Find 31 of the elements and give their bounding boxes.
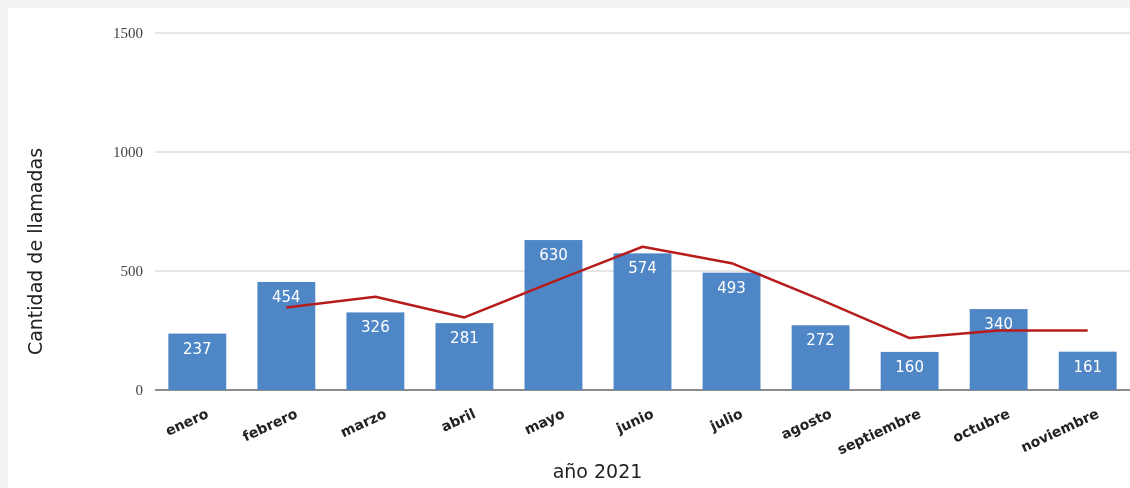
data-label: 454 [272,287,301,306]
bar [702,272,761,390]
bar [880,351,939,390]
bar [524,240,583,390]
bar [168,333,227,390]
data-label: 272 [806,331,835,350]
x-tick-label: julio [706,404,746,435]
bar [613,253,672,390]
y-tick-label: 0 [135,382,143,399]
data-label: 326 [361,318,390,337]
y-axis-title: Cantidad de llamadas [24,147,46,356]
bar [791,325,850,390]
data-label: 281 [450,329,479,348]
data-label: 160 [895,357,924,376]
bar [969,309,1028,390]
x-axis-title: año 2021 [552,460,643,482]
data-label: 161 [1073,357,1103,376]
y-tick-label: 500 [120,263,143,280]
bar [346,312,405,390]
data-label: 630 [539,246,568,265]
y-tick-label: 1500 [113,25,143,42]
x-tick-label: abril [438,405,478,435]
bar [1058,351,1117,390]
y-tick-label: 1000 [113,144,143,161]
data-label: 340 [984,315,1013,334]
bar [435,323,494,390]
data-label: 237 [182,339,212,358]
data-label: 493 [717,278,746,297]
bar [257,281,316,390]
data-label: 574 [628,259,657,278]
x-tick-label: mayo [521,404,568,438]
